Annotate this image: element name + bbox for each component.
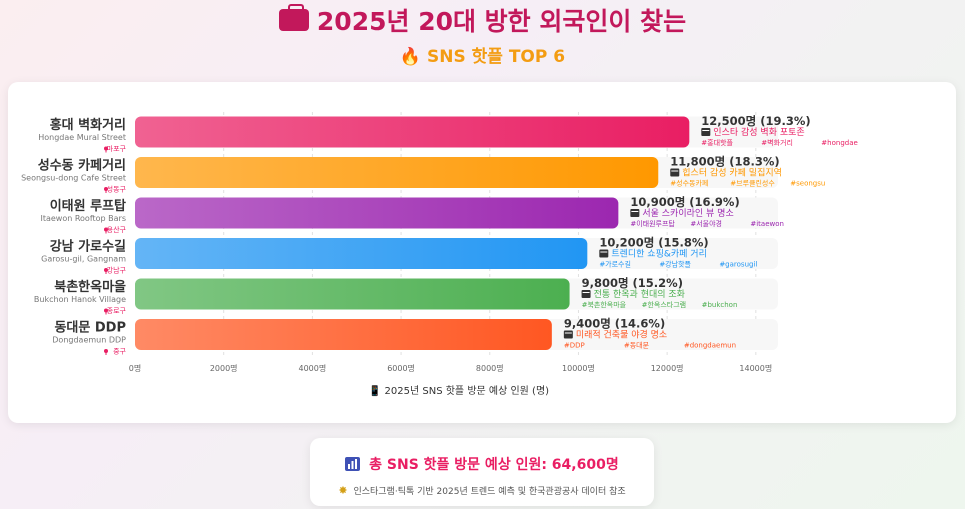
x-tick-label: 0명	[129, 363, 141, 373]
hashtag-label: #hongdae	[821, 139, 858, 147]
x-tick-label: 6000명	[387, 363, 415, 373]
description-label: 미래적 건축물 야경 명소	[576, 329, 667, 341]
data-source-text: 인스타그램·틱톡 기반 2025년 트렌드 예측 및 한국관광공사 데이터 참조	[353, 487, 626, 497]
hashtag-label: #DDP	[564, 342, 585, 350]
hashtag-label: #강남핫플	[659, 260, 691, 269]
category-district: 중구	[113, 348, 126, 356]
bar-1	[135, 116, 690, 148]
hashtag-label: #동대문	[624, 342, 650, 350]
hashtag-label: #가로수길	[599, 260, 631, 269]
hashtag-label: #홍대핫플	[701, 138, 733, 147]
value-label: 10,900명 (16.9%)	[630, 195, 739, 209]
page-subtitle: 🔥 SNS 핫플 TOP 6	[0, 42, 965, 68]
category-en-name: Bukchon Hanok Village	[34, 295, 126, 304]
clapper-icon-stripe	[564, 332, 572, 334]
clapper-icon	[563, 330, 573, 339]
x-tick-label: 4000명	[299, 363, 327, 373]
category-name: 북촌한옥마을	[54, 279, 126, 295]
category-name: 이태원 루프탑	[50, 198, 126, 214]
clapper-icon	[581, 290, 591, 298]
chart-card: 0명 2000명 4000명 6000명 8000명 10000명 12000명 14000명…	[8, 82, 956, 423]
description-label: 전통 한옥과 현대의 조화	[594, 289, 685, 300]
value-label: 9,400명 (14.6%)	[564, 317, 665, 331]
category-district: 강남구	[107, 266, 127, 275]
bar-3	[135, 197, 619, 229]
hashtag-label: #seongsu	[790, 180, 825, 188]
sparkle-icon: ✸	[338, 484, 348, 497]
fire-icon: 🔥	[399, 47, 422, 67]
value-label: 9,800명 (15.2%)	[582, 276, 683, 290]
hashtag-label: #dongdaemun	[684, 342, 736, 350]
category-name: 홍대 벽화거리	[50, 117, 126, 133]
clapper-icon-stripe	[600, 251, 608, 253]
pin-icon	[104, 349, 108, 353]
x-tick-label: 8000명	[476, 363, 504, 373]
page-title: 2025년 20대 방한 외국인이 찾는	[0, 4, 965, 36]
hashtag-label: #브루클린성수	[730, 179, 775, 188]
value-label: 10,200명 (15.8%)	[599, 236, 708, 250]
clapper-icon-stripe	[582, 292, 590, 293]
category-name: 동대문 DDP	[54, 321, 126, 336]
hashtag-label: #garosugil	[719, 261, 757, 269]
category-en-name: Hongdae Mural Street	[38, 133, 126, 142]
bar-chart-icon	[345, 457, 361, 471]
hashtag-label: #북촌한옥마을	[582, 300, 627, 309]
data-source: ✸ 인스타그램·틱톡 기반 2025년 트렌드 예측 및 한국관광공사 데이터 …	[310, 484, 654, 497]
total-visitors: 총 SNS 핫플 방문 예상 인원: 64,600명	[310, 454, 654, 474]
hashtag-label: #이태원루프탑	[630, 219, 675, 228]
hashtag-label: #itaewon	[750, 220, 784, 228]
pin-icon	[104, 146, 108, 151]
category-district: 종로구	[107, 307, 127, 315]
category-name: 강남 가로수길	[50, 239, 126, 255]
category-district: 용산구	[107, 225, 127, 234]
page-subtitle-text: SNS 핫플 TOP 6	[427, 47, 566, 67]
description-label: 힙스터 감성 카페 밀집지역	[682, 167, 782, 179]
x-tick-label: 10000명	[562, 363, 595, 373]
pin-icon	[104, 268, 108, 272]
hashtag-label: #벽화거리	[761, 138, 793, 147]
bar-5	[135, 278, 570, 310]
description-label: 인스타 감성 벽화 포토존	[713, 126, 804, 138]
pin-icon	[104, 308, 108, 313]
briefcase-icon	[278, 4, 309, 31]
value-label: 12,500명 (19.3%)	[701, 114, 810, 128]
description-label: 서울 스카이라인 뷰 명소	[642, 208, 733, 219]
bar-4	[135, 238, 588, 269]
clapper-icon	[670, 168, 680, 177]
x-tick-label: 2000명	[210, 363, 238, 373]
clapper-icon	[599, 249, 609, 258]
clapper-icon-stripe	[631, 211, 639, 212]
x-axis-label: 📱 2025년 SNS 핫플 방문 예상 인원 (명)	[369, 384, 549, 397]
bar-chart: 0명 2000명 4000명 6000명 8000명 10000명 12000명 14000명…	[21, 112, 858, 397]
x-tick-label: 14000명	[739, 363, 772, 373]
pin-icon	[104, 187, 108, 191]
hashtag-label: #서울야경	[690, 219, 722, 228]
category-district: 성동구	[107, 185, 127, 194]
page-title-text: 2025년 20대 방한 외국인이 찾는	[316, 7, 687, 36]
pin-icon	[104, 227, 108, 232]
category-en-name: Dongdaemun DDP	[52, 336, 126, 345]
clapper-icon-stripe	[671, 170, 679, 172]
x-tick-label: 12000명	[651, 363, 684, 373]
clapper-icon-stripe	[702, 130, 710, 131]
clapper-icon	[701, 128, 711, 136]
category-name: 성수동 카페거리	[38, 158, 126, 174]
description-label: 트렌디한 쇼핑&카페 거리	[611, 249, 707, 260]
hashtag-label: #한옥스타그램	[642, 300, 687, 309]
category-en-name: Seongsu-dong Cafe Street	[21, 174, 126, 183]
value-label: 11,800명 (18.3%)	[670, 155, 779, 169]
bar-6	[135, 319, 552, 350]
hashtag-label: #bukchon	[702, 301, 738, 309]
bar-2	[135, 157, 659, 188]
summary-box: 총 SNS 핫플 방문 예상 인원: 64,600명 ✸ 인스타그램·틱톡 기반…	[310, 438, 654, 506]
category-en-name: Garosu-gil, Gangnam	[41, 255, 126, 264]
category-district: 마포구	[107, 144, 127, 153]
clapper-icon	[630, 209, 640, 217]
hashtag-label: #성수동카페	[670, 179, 708, 188]
total-visitors-text: 총 SNS 핫플 방문 예상 인원: 64,600명	[369, 457, 619, 473]
category-en-name: Itaewon Rooftop Bars	[40, 214, 126, 223]
